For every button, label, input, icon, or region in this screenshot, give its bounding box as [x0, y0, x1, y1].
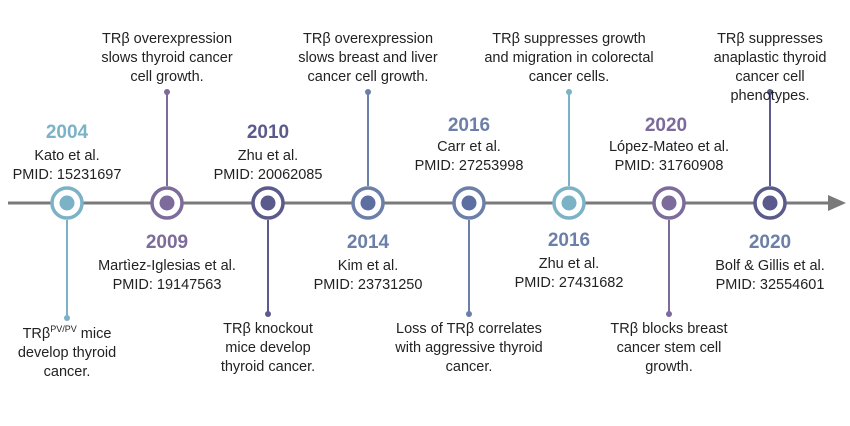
year-2009: 2009	[145, 232, 189, 253]
pmid-2016-carr: PMID: 27253998	[414, 158, 524, 174]
pmid-2004: PMID: 15231697	[12, 167, 122, 183]
year-2016-carr: 2016	[447, 115, 491, 136]
node-2016a	[452, 186, 486, 220]
finding-2014: TRβ overexpression slows breast and live…	[298, 31, 438, 85]
ref-2014: Kim et al.	[337, 258, 399, 274]
connector-dot-2010	[265, 311, 271, 317]
finding-2009: TRβ overexpression slows thyroid cancer …	[101, 31, 233, 85]
connector-dot-2016b	[566, 89, 572, 95]
ref-2009: Martìez-Iglesias et al.	[98, 258, 236, 274]
year-2016-zhu: 2016	[547, 230, 591, 251]
pmid-2016-zhu: PMID: 27431682	[514, 275, 624, 291]
finding-2020-lopez: TRβ blocks breast cancer stem cell growt…	[610, 321, 728, 375]
node-2004	[50, 186, 84, 220]
pmid-2010: PMID: 20062085	[213, 167, 323, 183]
ref-2010: Zhu et al.	[237, 148, 299, 164]
node-2020b	[753, 186, 787, 220]
connector-dot-2014	[365, 89, 371, 95]
node-2014	[351, 186, 385, 220]
connector-dot-2016a	[466, 311, 472, 317]
ref-2020-bolf: Bolf & Gillis et al.	[715, 258, 825, 274]
ref-2016-zhu: Zhu et al.	[538, 256, 600, 272]
year-2020-lopez: 2020	[644, 115, 688, 136]
pmid-2014: PMID: 23731250	[313, 277, 423, 293]
finding-2010: TRβ knockout mice develop thyroid cancer…	[220, 321, 316, 375]
finding-2004: TRβPV/PV mice develop thyroid cancer.	[17, 324, 117, 380]
pmid-2009: PMID: 19147563	[112, 277, 222, 293]
year-2014: 2014	[346, 232, 390, 253]
pmid-2020-lopez: PMID: 31760908	[614, 158, 724, 174]
ref-2004: Kato et al.	[34, 148, 100, 164]
connector-dot-2004	[64, 315, 70, 321]
connector-dot-2020b	[767, 89, 773, 95]
node-2010	[251, 186, 285, 220]
finding-2016-zhu: TRβ suppresses growth and migration in c…	[484, 31, 654, 85]
finding-2020-bolf: TRβ suppresses anaplastic thyroid cancer…	[713, 31, 827, 104]
ref-2020-lopez: López-Mateo et al.	[608, 139, 730, 155]
year-2010: 2010	[246, 122, 290, 143]
pmid-2020-bolf: PMID: 32554601	[715, 277, 825, 293]
connector-dot-2020a	[666, 311, 672, 317]
node-2016b	[552, 186, 586, 220]
ref-2016-carr: Carr et al.	[437, 139, 501, 155]
year-2004: 2004	[45, 122, 89, 143]
year-2020-bolf: 2020	[748, 232, 792, 253]
node-2020a	[652, 186, 686, 220]
timeline-arrowhead	[828, 195, 846, 211]
connector-dot-2009	[164, 89, 170, 95]
finding-2016-carr: Loss of TRβ correlates with aggressive t…	[395, 321, 543, 375]
node-2009	[150, 186, 184, 220]
